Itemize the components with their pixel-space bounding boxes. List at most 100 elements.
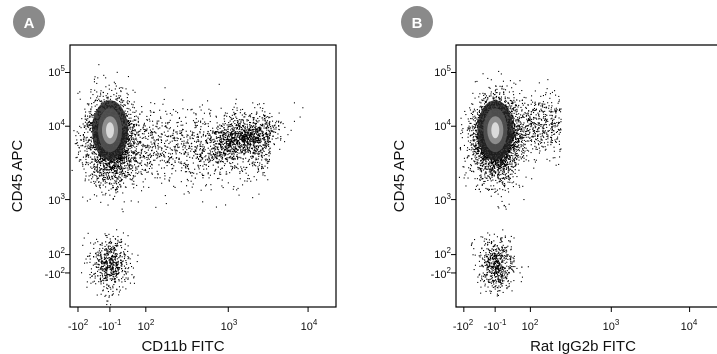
- data-point: [202, 135, 204, 137]
- data-point: [117, 186, 119, 188]
- data-point: [256, 120, 258, 122]
- data-point: [233, 155, 235, 157]
- data-point: [187, 167, 189, 169]
- data-point: [130, 165, 132, 167]
- data-point: [226, 173, 228, 175]
- data-point: [150, 141, 152, 143]
- data-point: [137, 121, 139, 123]
- data-point: [88, 121, 90, 123]
- data-point: [257, 161, 259, 163]
- data-point: [205, 164, 207, 166]
- data-point: [218, 131, 220, 133]
- data-point: [186, 136, 188, 138]
- data-point: [107, 164, 109, 166]
- data-point: [133, 133, 135, 135]
- data-point: [123, 157, 125, 159]
- data-point: [153, 143, 155, 145]
- data-point: [237, 156, 239, 158]
- data-point: [230, 118, 232, 120]
- data-point: [149, 129, 151, 131]
- data-point: [253, 148, 255, 150]
- data-point: [229, 136, 231, 138]
- data-point: [128, 101, 130, 103]
- data-point: [124, 151, 126, 153]
- data-point: [89, 127, 91, 129]
- data-point: [90, 109, 92, 111]
- data-point: [183, 193, 185, 195]
- data-point: [145, 137, 147, 139]
- data-point: [253, 143, 255, 145]
- data-point: [87, 255, 89, 257]
- data-point: [186, 134, 188, 136]
- data-point: [90, 149, 92, 151]
- data-point: [230, 165, 232, 167]
- data-point: [240, 134, 242, 136]
- data-point: [93, 180, 95, 182]
- data-point: [202, 177, 204, 179]
- data-point: [249, 137, 251, 139]
- data-point: [246, 120, 248, 122]
- data-point: [129, 131, 131, 133]
- data-point: [177, 125, 179, 127]
- data-point: [257, 166, 259, 168]
- data-point: [234, 136, 236, 138]
- data-point: [258, 155, 260, 157]
- data-point: [205, 159, 207, 161]
- data-point: [219, 127, 221, 129]
- data-point: [239, 131, 241, 133]
- data-point: [97, 77, 99, 79]
- data-point: [125, 149, 127, 151]
- data-point: [115, 163, 117, 165]
- data-point: [240, 121, 242, 123]
- data-point: [290, 129, 292, 131]
- data-point: [109, 259, 111, 261]
- data-point: [160, 136, 162, 138]
- data-point: [84, 146, 86, 148]
- data-point: [102, 184, 104, 186]
- data-point: [141, 190, 143, 192]
- data-point: [229, 120, 231, 122]
- data-point: [97, 241, 99, 243]
- data-point: [140, 142, 142, 144]
- data-point: [259, 128, 261, 130]
- data-point: [228, 140, 230, 142]
- data-point: [139, 154, 141, 156]
- data-point: [135, 137, 137, 139]
- data-point: [235, 131, 237, 133]
- data-point: [107, 93, 109, 95]
- data-point: [112, 235, 114, 237]
- data-point: [253, 146, 255, 148]
- data-point: [87, 131, 89, 133]
- data-point: [124, 104, 126, 106]
- data-point: [93, 174, 95, 176]
- data-point: [245, 137, 247, 139]
- data-point: [278, 125, 280, 127]
- data-point: [200, 140, 202, 142]
- data-point: [189, 147, 191, 149]
- data-point: [233, 129, 235, 131]
- data-point: [134, 156, 136, 158]
- data-point: [140, 141, 142, 143]
- data-point: [86, 141, 88, 143]
- data-point: [267, 160, 269, 162]
- data-point: [244, 133, 246, 135]
- data-point: [249, 141, 251, 143]
- data-point: [149, 110, 151, 112]
- data-point: [272, 126, 274, 128]
- data-point: [223, 118, 225, 120]
- data-point: [105, 77, 107, 79]
- data-point: [134, 175, 136, 177]
- data-point: [223, 151, 225, 153]
- data-point: [138, 151, 140, 153]
- data-point: [236, 120, 238, 122]
- data-point: [180, 138, 182, 140]
- data-point: [100, 293, 102, 295]
- data-point: [184, 151, 186, 153]
- data-point: [165, 122, 167, 124]
- data-point: [114, 246, 116, 248]
- data-point: [123, 182, 125, 184]
- data-point: [232, 188, 234, 190]
- data-point: [90, 136, 92, 138]
- data-point: [161, 159, 163, 161]
- data-point: [142, 143, 144, 145]
